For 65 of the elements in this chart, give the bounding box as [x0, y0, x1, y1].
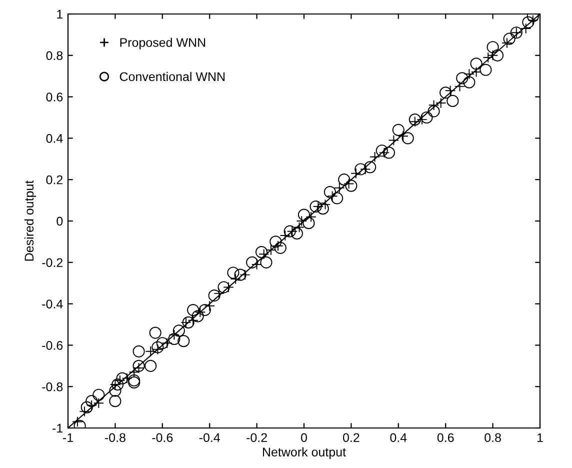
point: [350, 168, 362, 179]
point: [343, 178, 354, 190]
point: [334, 182, 345, 194]
point: [388, 134, 400, 146]
point: [520, 23, 532, 34]
point: [204, 300, 215, 312]
x-tick-label: -1: [63, 433, 73, 442]
point: [436, 98, 446, 108]
point: [410, 116, 420, 127]
legend-label: Proposed WNN: [120, 38, 206, 50]
point: [528, 14, 538, 26]
y-tick-label: -0.8: [42, 382, 63, 392]
point: [162, 338, 172, 348]
point: [470, 66, 482, 78]
legend-label: Conventional WNN: [120, 72, 225, 82]
y-tick-label: 0.4: [46, 134, 63, 143]
point: [180, 317, 192, 328]
x-tick-label: 0.6: [437, 433, 454, 442]
point: [306, 212, 316, 222]
point: [72, 416, 83, 428]
x-tick-label: -0.2: [246, 433, 267, 442]
x-tick-label: -0.8: [104, 433, 126, 442]
y-tick-label: 0: [56, 216, 63, 226]
point: [230, 274, 241, 284]
x-tick-label: 0.8: [484, 433, 501, 442]
x-tick-label: 1: [537, 433, 543, 442]
x-tick-label: -0.6: [152, 433, 173, 442]
point: [312, 201, 324, 212]
y-tick-label: 0.2: [46, 175, 63, 184]
x-axis-title: Network output: [262, 447, 346, 459]
y-tick-label: -0.6: [42, 341, 63, 350]
point: [511, 27, 522, 38]
y-tick-label: 0.6: [46, 92, 63, 102]
point: [360, 164, 371, 175]
point: [464, 68, 475, 80]
point: [416, 114, 428, 125]
point: [145, 346, 156, 357]
x-tick-label: 0.4: [390, 433, 407, 442]
point: [326, 190, 338, 202]
y-tick-label: -1: [52, 424, 63, 433]
x-tick-label: 0: [301, 433, 307, 442]
point: [223, 282, 234, 293]
point: [428, 100, 440, 110]
point: [214, 288, 224, 299]
x-tick-label: -0.4: [199, 433, 220, 442]
y-tick-label: 0.8: [46, 51, 63, 60]
point: [194, 306, 206, 318]
point: [251, 259, 262, 270]
y-tick-label: 1: [57, 10, 63, 19]
point: [444, 85, 456, 96]
y-tick-label: -0.4: [42, 300, 63, 308]
point: [320, 199, 331, 210]
point: [188, 315, 198, 326]
point: [168, 330, 180, 340]
point: [369, 151, 380, 162]
y-axis-title: Desired output: [24, 180, 36, 261]
point: [152, 344, 164, 355]
point: [398, 130, 408, 142]
point: [240, 269, 250, 280]
point: [454, 81, 466, 92]
point: [502, 38, 512, 48]
x-tick-label: 0.2: [343, 433, 360, 442]
point: [93, 398, 104, 409]
point: [378, 147, 390, 158]
y-tick-label: -0.2: [42, 258, 63, 268]
